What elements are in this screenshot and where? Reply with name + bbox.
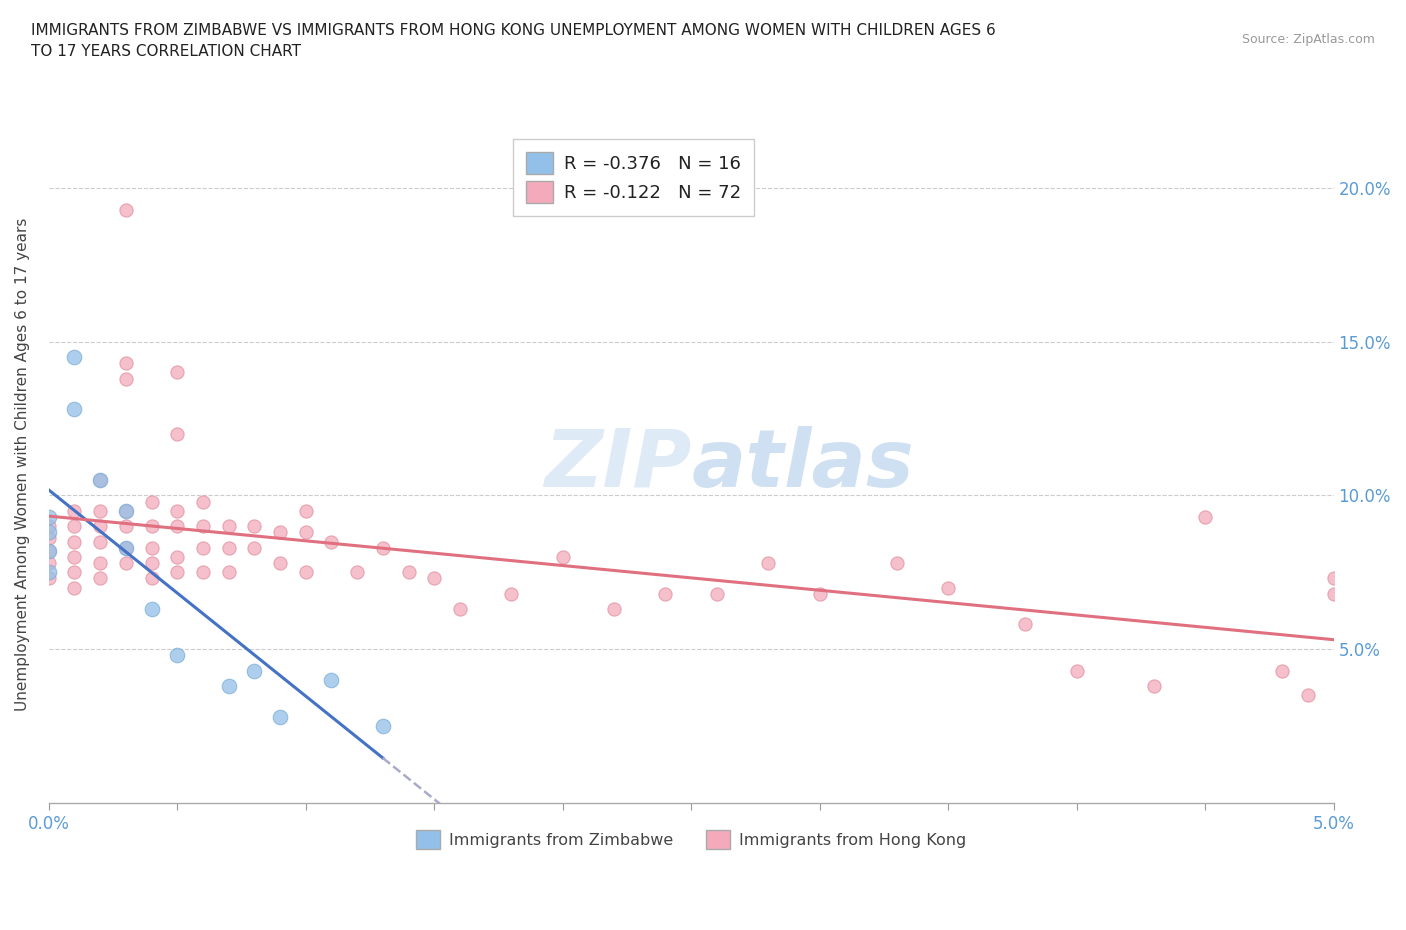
- Point: [321, 672, 343, 687]
- Point: [269, 555, 291, 570]
- Point: [63, 519, 86, 534]
- Point: [294, 565, 316, 579]
- Point: [115, 519, 138, 534]
- Point: [63, 580, 86, 595]
- Point: [38, 519, 60, 534]
- Point: [166, 550, 188, 565]
- Point: [269, 525, 291, 539]
- Text: atlas: atlas: [692, 426, 914, 504]
- Point: [449, 602, 471, 617]
- Point: [603, 602, 626, 617]
- Point: [115, 540, 138, 555]
- Point: [218, 519, 240, 534]
- Point: [191, 565, 214, 579]
- Legend: Immigrants from Zimbabwe, Immigrants from Hong Kong: Immigrants from Zimbabwe, Immigrants fro…: [409, 823, 973, 856]
- Point: [38, 543, 60, 558]
- Point: [886, 555, 908, 570]
- Point: [89, 555, 111, 570]
- Point: [346, 565, 368, 579]
- Point: [191, 494, 214, 509]
- Point: [115, 503, 138, 518]
- Text: IMMIGRANTS FROM ZIMBABWE VS IMMIGRANTS FROM HONG KONG UNEMPLOYMENT AMONG WOMEN W: IMMIGRANTS FROM ZIMBABWE VS IMMIGRANTS F…: [31, 23, 995, 60]
- Point: [141, 519, 163, 534]
- Point: [38, 543, 60, 558]
- Text: ZIP: ZIP: [544, 426, 692, 504]
- Point: [321, 534, 343, 549]
- Point: [89, 472, 111, 487]
- Point: [218, 679, 240, 694]
- Point: [63, 534, 86, 549]
- Point: [1143, 679, 1166, 694]
- Point: [371, 719, 394, 734]
- Point: [936, 580, 959, 595]
- Point: [398, 565, 420, 579]
- Point: [243, 519, 266, 534]
- Point: [1194, 510, 1216, 525]
- Point: [706, 586, 728, 601]
- Point: [89, 534, 111, 549]
- Point: [38, 525, 60, 539]
- Point: [38, 571, 60, 586]
- Point: [501, 586, 523, 601]
- Point: [551, 550, 574, 565]
- Point: [38, 531, 60, 546]
- Point: [115, 202, 138, 217]
- Point: [166, 365, 188, 380]
- Point: [89, 472, 111, 487]
- Y-axis label: Unemployment Among Women with Children Ages 6 to 17 years: Unemployment Among Women with Children A…: [15, 218, 30, 711]
- Point: [166, 565, 188, 579]
- Point: [243, 663, 266, 678]
- Point: [115, 371, 138, 386]
- Point: [243, 540, 266, 555]
- Point: [218, 565, 240, 579]
- Point: [191, 519, 214, 534]
- Point: [115, 540, 138, 555]
- Point: [38, 510, 60, 525]
- Point: [166, 648, 188, 663]
- Point: [141, 494, 163, 509]
- Point: [63, 565, 86, 579]
- Point: [115, 503, 138, 518]
- Point: [141, 540, 163, 555]
- Point: [115, 555, 138, 570]
- Point: [166, 519, 188, 534]
- Point: [1323, 571, 1346, 586]
- Point: [166, 503, 188, 518]
- Point: [423, 571, 446, 586]
- Point: [166, 427, 188, 442]
- Point: [371, 540, 394, 555]
- Point: [269, 710, 291, 724]
- Point: [1296, 687, 1319, 702]
- Point: [294, 503, 316, 518]
- Point: [1323, 586, 1346, 601]
- Point: [218, 540, 240, 555]
- Point: [38, 555, 60, 570]
- Point: [654, 586, 676, 601]
- Text: Source: ZipAtlas.com: Source: ZipAtlas.com: [1241, 33, 1375, 46]
- Point: [141, 555, 163, 570]
- Point: [1014, 617, 1036, 631]
- Point: [294, 525, 316, 539]
- Point: [63, 402, 86, 417]
- Point: [756, 555, 779, 570]
- Point: [808, 586, 831, 601]
- Point: [63, 503, 86, 518]
- Point: [141, 571, 163, 586]
- Point: [38, 565, 60, 579]
- Point: [63, 350, 86, 365]
- Point: [1066, 663, 1088, 678]
- Point: [115, 356, 138, 371]
- Point: [63, 550, 86, 565]
- Point: [89, 503, 111, 518]
- Point: [89, 571, 111, 586]
- Point: [89, 519, 111, 534]
- Point: [141, 602, 163, 617]
- Point: [191, 540, 214, 555]
- Point: [1271, 663, 1294, 678]
